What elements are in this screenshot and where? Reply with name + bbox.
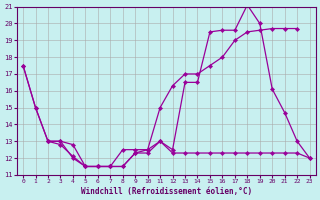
X-axis label: Windchill (Refroidissement éolien,°C): Windchill (Refroidissement éolien,°C) xyxy=(81,187,252,196)
